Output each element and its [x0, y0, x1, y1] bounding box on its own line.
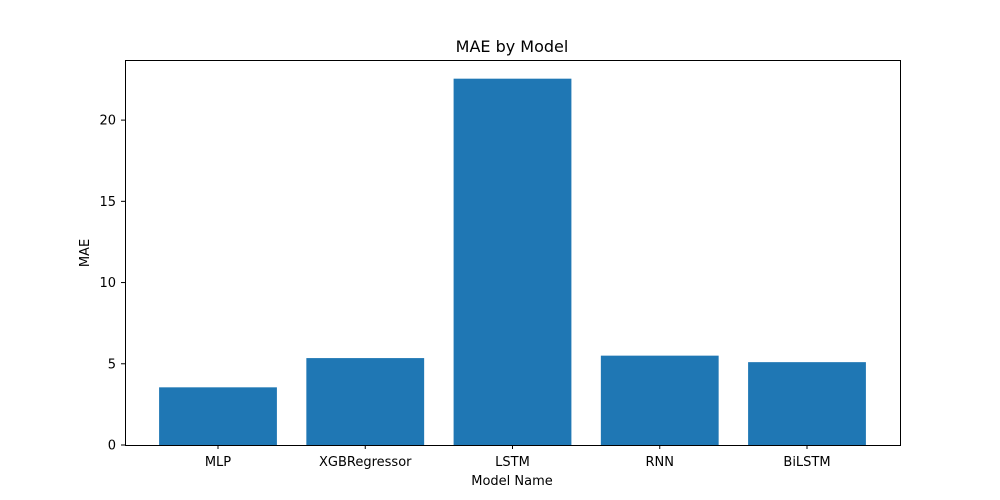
- x-tick-label: XGBRegressor: [319, 455, 412, 470]
- bars-layer: [159, 78, 866, 446]
- plot-area-frame: [125, 60, 901, 446]
- chart-title: MAE by Model: [456, 37, 569, 56]
- y-tick-label: 20: [99, 114, 116, 129]
- y-tick-label: 10: [99, 276, 116, 291]
- x-tick-label: MLP: [205, 455, 231, 470]
- x-tick-label: LSTM: [495, 455, 530, 470]
- bar-lstm: [453, 78, 572, 446]
- bar-mlp: [159, 387, 277, 445]
- bar-bilstm: [748, 362, 866, 445]
- y-axis-ticks: 0 5 10 15 20: [99, 114, 125, 454]
- y-axis-label: MAE: [78, 239, 93, 267]
- x-axis-label: Model Name: [471, 474, 553, 489]
- y-tick-label: 0: [108, 439, 116, 454]
- x-tick-label: BiLSTM: [783, 455, 830, 470]
- x-tick-label: RNN: [646, 455, 674, 470]
- bar-rnn: [600, 355, 719, 445]
- x-axis-ticks: MLP XGBRegressor LSTM RNN BiLSTM: [205, 445, 831, 470]
- bar-xgbregressor: [306, 358, 425, 445]
- y-tick-label: 5: [108, 357, 116, 372]
- y-tick-label: 15: [99, 195, 116, 210]
